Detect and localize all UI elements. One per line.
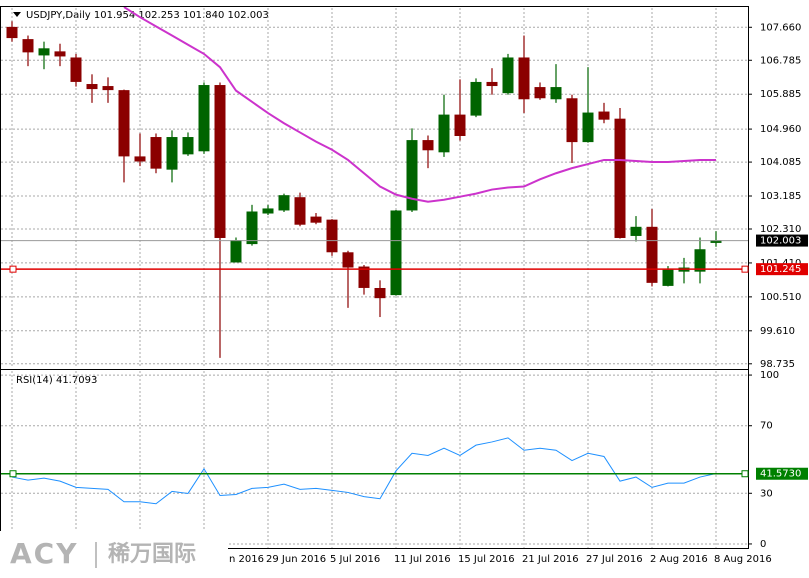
x-tick-label: 29 Jun 2016: [266, 554, 326, 565]
candle-body: [614, 118, 626, 238]
rsi-title: RSI(14) 41.7093: [16, 375, 97, 386]
candle-body: [182, 137, 194, 155]
candle-body: [70, 57, 82, 82]
chart-title: USDJPY,Daily 101.954 102.253 101.840 102…: [26, 10, 269, 21]
y-tick-label: 105.885: [760, 89, 801, 100]
candle-body: [470, 81, 482, 116]
candle-body: [390, 210, 402, 296]
line-handle: [9, 470, 17, 478]
y-tick-label: 103.185: [760, 191, 801, 202]
candle-body: [262, 208, 274, 214]
dropdown-icon: [13, 12, 21, 17]
candle-body: [438, 114, 450, 153]
x-tick-label: 15 Jul 2016: [458, 554, 515, 565]
candle-body: [38, 48, 50, 56]
x-tick-label: 27 Jul 2016: [586, 554, 643, 565]
price-label: 102.003: [760, 236, 801, 247]
level-label: 41.5730: [760, 469, 801, 480]
candle-body: [518, 57, 530, 100]
candle-body: [694, 249, 706, 272]
candle-body: [502, 57, 514, 94]
y-tick-label: 104.960: [760, 124, 801, 135]
candle-body: [550, 87, 562, 100]
candle-body: [150, 137, 162, 169]
y-tick-label: 99.610: [760, 326, 795, 337]
candle-body: [374, 287, 386, 299]
watermark-name: 稀万国际: [108, 541, 196, 567]
candle-body: [630, 226, 642, 236]
y-tick-label: 30: [760, 488, 773, 499]
candle-body: [134, 156, 146, 162]
x-tick-label: n 2016: [229, 554, 264, 565]
y-tick-label: 106.785: [760, 55, 801, 66]
candle-body: [22, 39, 34, 53]
candle-body: [582, 112, 594, 143]
candle-body: [310, 216, 322, 223]
watermark-brand: ACY: [10, 537, 79, 570]
candle-body: [278, 195, 290, 211]
y-tick-label: 102.310: [760, 224, 801, 235]
y-tick-label: 107.660: [760, 22, 801, 33]
candle-body: [118, 90, 130, 157]
y-tick-label: 100.510: [760, 292, 801, 303]
candle-body: [166, 137, 178, 170]
x-tick-label: 5 Jul 2016: [330, 554, 380, 565]
candle-body: [422, 140, 434, 151]
candle-body: [54, 51, 66, 57]
x-tick-label: 8 Aug 2016: [714, 554, 772, 565]
y-tick-label: 104.085: [760, 157, 801, 168]
candle-body: [358, 266, 370, 288]
y-tick-label: 70: [760, 421, 773, 432]
line-handle: [9, 265, 17, 273]
level-label-box: [756, 467, 808, 480]
line-handle: [741, 470, 749, 478]
frame: [0, 6, 749, 549]
line-handle: [741, 265, 749, 273]
price-layer: [6, 7, 722, 358]
candle-body: [294, 197, 306, 225]
candle-body: [662, 269, 674, 286]
y-tick-label: 98.735: [760, 359, 795, 370]
x-tick-label: 21 Jul 2016: [522, 554, 579, 565]
candle-body: [486, 81, 498, 87]
candle-body: [598, 111, 610, 120]
candle-body: [198, 85, 210, 152]
candle-body: [102, 86, 114, 91]
candle-body: [230, 240, 242, 263]
candle-body: [6, 26, 18, 39]
watermark-box: [0, 531, 228, 578]
candle-body: [566, 98, 578, 143]
price-label-box: [756, 263, 808, 276]
candle-body: [646, 226, 658, 283]
candle-body: [326, 219, 338, 253]
ma-line: [123, 7, 716, 203]
price-label-box: [756, 234, 808, 247]
price-label: 101.245: [760, 264, 801, 275]
candle-body: [246, 211, 258, 245]
candle-body: [342, 252, 354, 268]
y-tick-label: 0: [760, 539, 766, 550]
candle-body: [454, 114, 466, 136]
x-tick-label: 11 Jul 2016: [394, 554, 451, 565]
rsi-line: [11, 437, 717, 505]
y-tick-label: 100: [760, 370, 779, 381]
candle-body: [86, 84, 98, 90]
candle-body: [406, 140, 418, 211]
candle-body: [534, 87, 546, 99]
x-tick-label: 2 Aug 2016: [650, 554, 708, 565]
candle-body: [214, 85, 226, 238]
